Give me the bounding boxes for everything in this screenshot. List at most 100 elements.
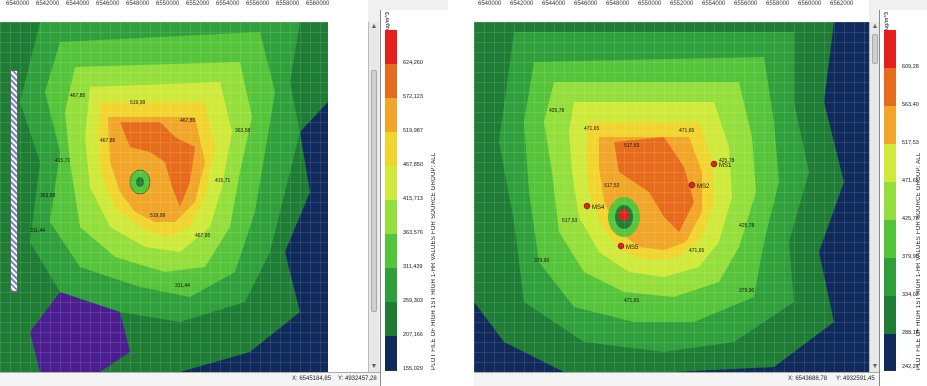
- legend-value: 288,15: [902, 330, 919, 336]
- right-legend: ug/m^3 609,28 563,40 517,53 471,65 425,7…: [879, 10, 927, 386]
- receptor-ms5[interactable]: MS5: [617, 242, 639, 251]
- ruler-label: 6550000: [638, 1, 662, 7]
- contour-label: 517,53: [624, 143, 640, 149]
- contour-label: 471,65: [689, 248, 705, 254]
- legend-swatch: [884, 182, 896, 221]
- legend-value: 259,303: [403, 298, 423, 304]
- ruler-label: 6546000: [96, 1, 120, 7]
- receptor-label: MS2: [697, 184, 710, 190]
- contour-label: 415,71: [55, 158, 71, 164]
- legend-unit: ug/m^3: [385, 12, 391, 30]
- legend-value: 467,850: [403, 162, 423, 168]
- scroll-thumb[interactable]: [371, 70, 377, 312]
- left-hatched-strip: [10, 70, 18, 292]
- contour-label: 311,44: [30, 228, 45, 234]
- ruler-label: 6560000: [798, 1, 822, 7]
- legend-swatch: [884, 334, 896, 371]
- ruler-label: 6558000: [276, 1, 300, 7]
- status-x-coordinate: X: 6545184,85: [292, 376, 332, 382]
- legend-swatch: [385, 268, 397, 303]
- legend-value: 517,53: [902, 140, 919, 146]
- ruler-label: 6548000: [126, 1, 150, 7]
- right-map-panel: 6540000 6542000 6544000 6546000 6548000 …: [474, 0, 927, 386]
- receptor-marker-icon: [583, 202, 591, 210]
- ruler-label: 6544000: [542, 1, 566, 7]
- legend-swatch: [385, 302, 397, 337]
- status-x-coordinate: X: 6543688,78: [788, 376, 828, 382]
- ruler-label: 6540000: [478, 1, 502, 7]
- panel-gap: [448, 0, 474, 386]
- contour-label: 519,99: [130, 100, 146, 106]
- ruler-label: 6544000: [66, 1, 90, 7]
- legend-color-bar: 624,260 572,123 519,987 467,850 415,713 …: [385, 30, 423, 372]
- legend-swatch: [385, 234, 397, 269]
- legend-value: 471,65: [902, 178, 919, 184]
- scroll-up-icon[interactable]: ▲: [871, 23, 879, 30]
- scroll-thumb[interactable]: [872, 34, 878, 64]
- left-contour-map[interactable]: 467,85 519,99 467,85 415,71 363,58 311,4…: [0, 22, 368, 372]
- legend-value: 624,260: [403, 60, 423, 66]
- legend-swatch: [884, 296, 896, 335]
- status-y-coordinate: Y: 4932591,45: [836, 376, 875, 382]
- right-vertical-scrollbar[interactable]: ▲ ▼: [869, 22, 880, 372]
- ruler-label: 6558000: [766, 1, 790, 7]
- contour-label: 379,90: [534, 258, 550, 264]
- legend-swatch: [385, 30, 397, 65]
- contour-label: 471,65: [679, 128, 695, 134]
- scroll-down-icon[interactable]: ▼: [871, 363, 879, 370]
- receptor-ms1[interactable]: MS1: [710, 160, 732, 169]
- legend-color-bar: 609,28 563,40 517,53 471,65 425,78 379,9…: [884, 30, 919, 371]
- receptor-marker-icon: [710, 160, 718, 168]
- map-blank-area: [328, 22, 368, 372]
- legend-value: 155,029: [403, 366, 423, 372]
- receptor-marker-icon: [617, 242, 625, 250]
- contour-label: 467,85: [100, 138, 116, 144]
- left-status-bar: X: 6545184,85 Y: 4932457,28: [0, 372, 380, 386]
- legend-value: 311,439: [403, 264, 423, 270]
- receptor-label: MS5: [626, 245, 639, 251]
- legend-title: PLOT FILE OF HIGH 1ST HIGH 1-HR VALUES F…: [916, 152, 922, 370]
- left-vertical-scrollbar[interactable]: ▲ ▼: [368, 22, 379, 372]
- ruler-label: 6542000: [36, 1, 60, 7]
- map-grid: [0, 22, 328, 372]
- contour-label: 467,85: [195, 233, 211, 239]
- contour-label: 517,53: [562, 218, 578, 224]
- contour-label: 425,78: [719, 158, 735, 164]
- legend-value: 334,02: [902, 292, 919, 298]
- contour-label: 425,78: [549, 108, 565, 114]
- legend-value: 425,78: [902, 216, 919, 222]
- legend-swatch: [385, 200, 397, 235]
- legend-value: 609,28: [902, 64, 919, 70]
- contour-label: 471,65: [584, 126, 600, 132]
- ruler-label: 6554000: [216, 1, 240, 7]
- ruler-label: 6562000: [830, 1, 854, 7]
- receptor-ms4[interactable]: MS4: [583, 202, 605, 211]
- contour-label: 467,85: [180, 118, 196, 124]
- legend-swatch: [884, 144, 896, 183]
- contour-label: 471,65: [624, 298, 640, 304]
- receptor-label: MS1: [719, 163, 732, 169]
- right-contour-map[interactable]: 425,78 471,65 517,53 471,65 425,78 379,9…: [474, 22, 869, 372]
- ruler-label: 6552000: [670, 1, 694, 7]
- contour-label: 363,58: [40, 193, 56, 199]
- scroll-up-icon[interactable]: ▲: [370, 23, 378, 30]
- receptor-marker-icon: [688, 181, 696, 189]
- legend-unit: ug/m^3: [884, 12, 890, 30]
- ruler-label: 6548000: [606, 1, 630, 7]
- ruler-label: 6542000: [510, 1, 534, 7]
- scroll-down-icon[interactable]: ▼: [370, 363, 378, 370]
- legend-value: 519,987: [403, 128, 423, 134]
- right-x-ruler: 6540000 6542000 6544000 6546000 6548000 …: [474, 0, 869, 23]
- map-grid: [474, 22, 869, 372]
- ruler-label: 6554000: [702, 1, 726, 7]
- receptor-label: MS4: [592, 205, 605, 211]
- legend-value: 207,166: [403, 332, 423, 338]
- legend-swatch: [385, 166, 397, 201]
- ruler-label: 6546000: [574, 1, 598, 7]
- ruler-label: 6540000: [6, 1, 30, 7]
- legend-swatch: [884, 258, 896, 297]
- legend-swatch: [884, 220, 896, 259]
- contour-label: 467,85: [70, 93, 86, 99]
- receptor-ms2[interactable]: MS2: [688, 181, 710, 190]
- legend-value: 572,123: [403, 94, 423, 100]
